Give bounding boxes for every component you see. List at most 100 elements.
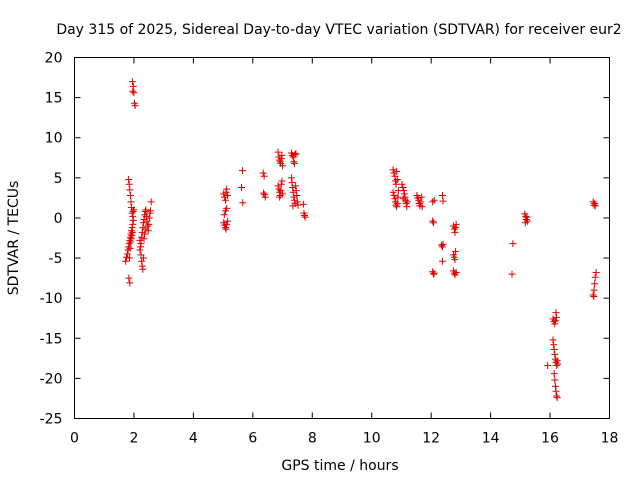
data-point [222,188,230,196]
data-point [141,211,149,219]
data-point [430,270,438,278]
data-point [287,174,295,182]
data-point [290,196,298,204]
data-point [137,240,145,248]
data-point [139,219,147,227]
x-axis: 0 2 4 6 8 10 12 14 16 18 [70,57,619,447]
data-point [291,151,299,159]
data-point [554,360,562,368]
data-point [147,207,155,215]
data-point [141,208,149,216]
data-point [438,241,446,249]
data-point [136,243,144,251]
data-point [429,217,437,225]
data-point [126,186,134,194]
data-point [274,148,282,156]
data-point [590,293,598,301]
y-tick-label: 5 [54,171,63,187]
data-point [552,358,560,366]
data-point [128,209,136,217]
data-point [551,376,559,384]
data-point [147,198,155,206]
data-point [430,196,438,204]
data-point [450,225,458,233]
data-point [450,269,458,277]
data-point [129,220,137,228]
data-point [438,191,446,199]
y-tick-label: 0 [54,211,63,227]
data-point [290,158,298,166]
x-tick-label: 2 [129,431,138,447]
x-tick-label: 6 [248,431,257,447]
data-point [589,198,597,206]
data-point [451,256,459,264]
data-point [123,250,131,258]
data-point [138,257,146,265]
data-point [130,206,138,214]
data-point [392,198,399,206]
data-point [223,204,231,212]
data-point [389,166,397,174]
data-point [551,382,559,390]
data-point [509,240,517,248]
data-point [278,151,286,159]
data-point [403,203,411,211]
data-point [129,87,137,95]
data-point [591,280,599,288]
data-point [553,313,561,321]
data-point [301,212,309,220]
data-point [289,183,297,191]
data-point [274,182,282,190]
data-point [142,206,150,214]
data-point [279,162,287,170]
x-tick-label: 18 [601,431,619,447]
data-point [139,224,147,232]
data-point [276,193,284,201]
data-point [521,219,529,227]
data-point [552,387,560,395]
data-point [123,253,131,261]
x-tick-label: 4 [189,431,198,447]
data-point [392,201,400,209]
data-point [145,220,153,228]
y-tick-label: -15 [40,331,63,347]
plot-frame [74,57,610,419]
data-point [551,350,559,358]
x-tick-label: 10 [363,431,381,447]
data-point [403,198,411,206]
data-point [289,202,297,210]
x-tick-label: 14 [482,431,500,447]
data-point [550,341,558,349]
data-point [125,180,133,188]
data-point [221,193,229,201]
x-tick-label: 0 [70,431,79,447]
data-point [125,240,133,248]
data-point [552,309,560,317]
data-point [591,202,599,210]
data-point [279,190,287,198]
data-point [551,317,559,325]
data-point [523,213,531,221]
data-point [551,320,559,328]
data-point [224,217,232,225]
data-point [139,265,147,273]
data-point [399,195,407,203]
data-point [592,268,600,276]
data-point [129,216,137,224]
data-point [418,203,426,211]
data-point [290,193,298,201]
data-point [138,262,146,270]
data-point [129,82,137,90]
data-point [398,180,406,188]
data-point [438,257,446,265]
data-point [400,187,408,195]
data-point [278,177,286,185]
data-point [452,224,460,232]
data-point [292,150,300,158]
data-point [122,257,130,265]
data-point [392,180,400,188]
data-point [127,198,135,206]
data-point [127,235,135,243]
data-point [401,193,409,201]
